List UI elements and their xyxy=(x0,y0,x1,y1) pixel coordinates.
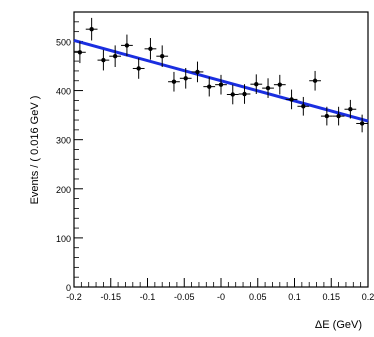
x-tick-label: -0 xyxy=(217,292,225,302)
data-point xyxy=(132,58,145,79)
y-tick-label: 400 xyxy=(56,87,71,97)
data-point xyxy=(344,99,357,119)
data-point xyxy=(74,41,86,64)
point-marker xyxy=(336,113,341,119)
x-tick-label: -0.15 xyxy=(100,292,121,302)
data-point xyxy=(273,74,286,95)
data-point xyxy=(262,78,274,98)
data-point xyxy=(226,84,239,105)
y-axis-ticks: 0 100 200 300 400 500 xyxy=(56,11,83,293)
point-marker xyxy=(148,46,153,52)
point-marker xyxy=(277,82,282,87)
point-marker xyxy=(124,43,130,48)
data-point xyxy=(203,76,216,97)
x-axis-label: ΔE (GeV) xyxy=(315,319,362,331)
point-marker xyxy=(265,85,271,91)
point-marker xyxy=(242,91,247,97)
point-marker xyxy=(89,26,94,32)
y-tick-label: 300 xyxy=(56,136,71,146)
point-marker xyxy=(359,121,365,126)
data-point xyxy=(179,67,192,89)
point-marker xyxy=(301,104,306,109)
point-marker xyxy=(136,66,141,71)
y-tick-label: 0 xyxy=(66,283,71,293)
y-tick-label: 100 xyxy=(56,234,71,244)
data-point xyxy=(215,74,227,95)
y-axis-label: Events / ( 0.016 GeV ) xyxy=(29,96,41,205)
x-tick-label: 0.05 xyxy=(249,292,267,302)
x-tick-label: 0.15 xyxy=(322,292,340,302)
point-marker xyxy=(254,81,259,87)
x-tick-label: -0.1 xyxy=(140,292,156,302)
x-tick-label: 0.1 xyxy=(288,292,301,302)
data-point xyxy=(191,61,204,83)
x-tick-label: -0.2 xyxy=(66,292,82,302)
point-marker xyxy=(207,84,212,89)
data-points xyxy=(74,17,368,133)
x-axis-ticks: -0.2 -0.15 -0.1 -0.05 -0 0.05 0.1 0.15 0.2 xyxy=(66,278,374,302)
data-point xyxy=(144,38,157,60)
data-point xyxy=(356,114,368,133)
point-marker xyxy=(230,92,235,97)
point-marker xyxy=(171,79,177,84)
point-marker xyxy=(77,50,83,55)
data-point xyxy=(109,45,122,67)
point-marker xyxy=(160,53,165,59)
data-point xyxy=(309,70,321,91)
data-point xyxy=(168,71,180,92)
x-tick-label: 0.2 xyxy=(362,292,374,302)
x-tick-label: -0.05 xyxy=(174,292,195,302)
y-tick-label: 500 xyxy=(56,37,71,47)
data-point xyxy=(121,34,133,57)
data-point xyxy=(285,89,298,110)
point-marker xyxy=(348,107,353,112)
point-marker xyxy=(183,76,188,81)
data-point xyxy=(250,74,263,95)
point-marker xyxy=(112,53,118,59)
data-point xyxy=(332,106,345,126)
data-point xyxy=(156,45,169,67)
data-point xyxy=(297,96,310,116)
data-point xyxy=(238,84,251,104)
point-marker xyxy=(195,69,200,75)
data-point xyxy=(320,106,333,126)
point-marker xyxy=(218,82,224,87)
y-tick-label: 200 xyxy=(56,185,71,195)
data-point xyxy=(85,17,98,41)
point-marker xyxy=(312,78,318,83)
data-point xyxy=(97,49,110,71)
point-marker xyxy=(324,113,330,119)
point-marker xyxy=(101,57,106,63)
point-marker xyxy=(289,97,294,102)
